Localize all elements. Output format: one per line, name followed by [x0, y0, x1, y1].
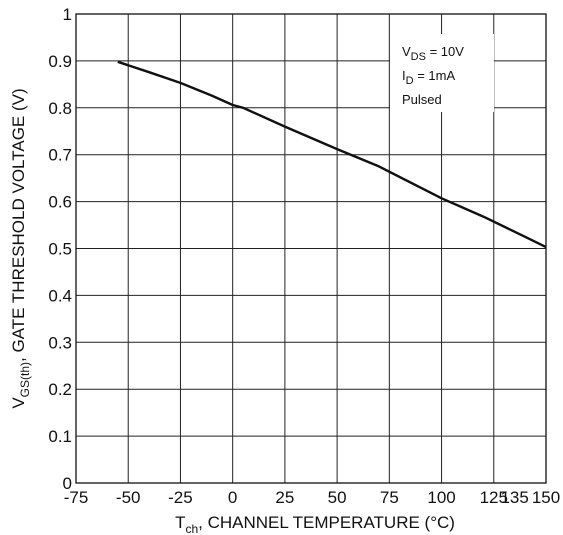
y-tick-label: 0.6: [48, 193, 72, 212]
x-tick-label: 0: [228, 488, 237, 507]
x-tick-label: 135: [500, 488, 528, 507]
conditions-box-background: [390, 34, 494, 112]
y-tick-label: 0.5: [48, 240, 72, 259]
x-tick-label: 25: [275, 488, 294, 507]
y-axis-title: VGS(th), GATE THRESHOLD VOLTAGE (V): [9, 88, 32, 408]
condition-line: Pulsed: [402, 92, 442, 107]
y-tick-label: 0.8: [48, 99, 72, 118]
x-axis-title: Tch, CHANNEL TEMPERATURE (°C): [175, 513, 455, 535]
y-tick-label: 0.4: [48, 286, 72, 305]
x-tick-label: 100: [427, 488, 455, 507]
test-conditions-annotation: VDS = 10V ID = 1mA Pulsed: [402, 44, 464, 107]
y-tick-label: 0.1: [48, 427, 72, 446]
y-tick-labels: 0 0.1 0.2 0.3 0.4 0.5 0.6 0.7 0.8 0.9 1: [48, 5, 72, 493]
x-tick-label: 150: [532, 488, 560, 507]
y-tick-label: 1: [63, 5, 72, 24]
y-tick-label: 0: [63, 474, 72, 493]
x-tick-label: 50: [328, 488, 347, 507]
x-tick-label: -75: [64, 488, 89, 507]
y-tick-label: 0.2: [48, 380, 72, 399]
y-tick-label: 0.7: [48, 146, 72, 165]
y-tick-label: 0.9: [48, 52, 72, 71]
y-tick-label: 0.3: [48, 333, 72, 352]
condition-line: VDS = 10V: [402, 44, 464, 63]
x-tick-label: 125: [480, 488, 508, 507]
x-tick-label: -25: [168, 488, 193, 507]
condition-line: ID = 1mA: [402, 68, 455, 87]
plot-frame: [75, 13, 547, 484]
x-tick-label: -50: [116, 488, 141, 507]
x-tick-label: 75: [380, 488, 399, 507]
data-series-line: [117, 60, 547, 249]
